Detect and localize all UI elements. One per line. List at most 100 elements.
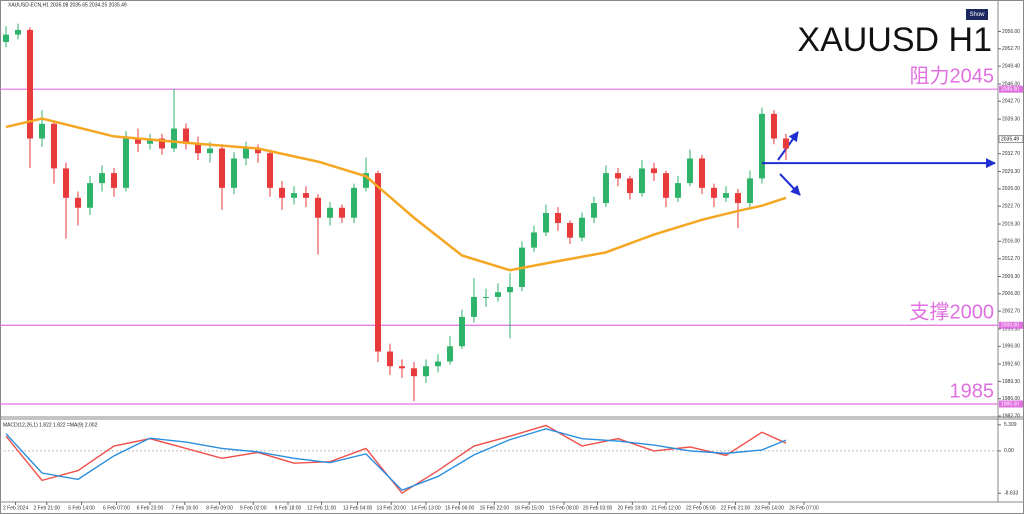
- candle-body: [242, 148, 249, 159]
- level-tag-bg: [999, 400, 1023, 408]
- candle-body: [194, 143, 201, 154]
- y-tick-label: 2056.00: [1002, 29, 1020, 35]
- candle-body: [74, 197, 81, 208]
- x-tick-label: 13 Feb 04:00: [343, 505, 373, 511]
- candle-body: [482, 296, 489, 298]
- x-tick-label: 6 Feb 23:00: [137, 505, 164, 511]
- candle-body: [146, 138, 153, 144]
- y-tick-label: 2026.00: [1002, 186, 1020, 192]
- candle-body: [26, 29, 33, 139]
- y-tick-label: 2019.30: [1002, 221, 1020, 227]
- y-tick-label: 1992.60: [1002, 361, 1020, 367]
- candle-body: [554, 213, 561, 223]
- x-tick-label: 2 Feb 21:00: [33, 505, 60, 511]
- candle-body: [698, 158, 705, 188]
- x-tick-label: 7 Feb 16:00: [171, 505, 198, 511]
- x-tick-label: 16 Feb 15:00: [514, 505, 544, 511]
- level-tag: 2000.00: [1001, 323, 1019, 329]
- candle-body: [50, 123, 57, 169]
- ma-line: [5, 117, 787, 272]
- candle-body: [758, 113, 765, 179]
- candle-body: [722, 193, 729, 198]
- x-tick-label: 20 Feb 19:00: [618, 505, 648, 511]
- x-tick-label: 23 Feb 14:00: [754, 505, 784, 511]
- x-tick-label: 13 Feb 20:00: [376, 505, 406, 511]
- candle-body: [206, 148, 213, 154]
- candle-body: [458, 316, 465, 347]
- x-tick-label: 14 Feb 13:00: [411, 505, 441, 511]
- candle-body: [506, 286, 513, 293]
- candle-body: [290, 193, 297, 198]
- level-tag-bg: [999, 321, 1023, 329]
- candle-body: [470, 296, 477, 317]
- x-tick-label: 6 Feb 07:00: [103, 505, 130, 511]
- candle-body: [350, 187, 357, 218]
- y-tick-label: 2029.30: [1002, 169, 1020, 175]
- y-tick-label: 1996.00: [1002, 344, 1020, 350]
- x-tick-label: 12 Feb 11:00: [307, 505, 336, 511]
- x-tick-label: 20 Feb 03:00: [583, 505, 613, 511]
- macd-label: MACD(12,26,1) 1.822 1.822 =MA(9) 2.002: [3, 422, 98, 428]
- candle-body: [86, 183, 93, 208]
- candle-body: [398, 366, 405, 369]
- x-tick-label: 8 Feb 09:00: [206, 505, 233, 511]
- candle-body: [686, 158, 693, 184]
- show-button[interactable]: Show: [966, 9, 988, 20]
- candle-body: [2, 34, 9, 42]
- candle-body: [410, 368, 417, 377]
- y-tick-label: 2046.00: [1002, 81, 1020, 87]
- candle-body: [14, 29, 21, 35]
- macd-y-tick-label: -8.633: [1004, 491, 1018, 497]
- candle-body: [782, 138, 789, 149]
- candle-body: [770, 113, 777, 139]
- candle-body: [230, 158, 237, 188]
- x-tick-label: 22 Feb 21:00: [721, 505, 751, 511]
- candle-body: [566, 222, 573, 238]
- x-tick-label: 2 Feb 2024: [3, 505, 29, 511]
- macd-y-tick-label: 0.00: [1004, 448, 1014, 454]
- y-tick-label: 2049.40: [1002, 63, 1020, 69]
- y-tick-label: 1986.00: [1002, 396, 1020, 402]
- candle-body: [302, 193, 309, 198]
- macd-line: [5, 424, 787, 495]
- candle-body: [422, 366, 429, 377]
- header: XAUUSD-ECN,H1 2035.08 2035.65 2034.25 20…: [8, 2, 127, 8]
- button-bg[interactable]: [966, 9, 988, 20]
- level-tag: 1985.00: [1001, 401, 1019, 407]
- candle-body: [374, 173, 381, 352]
- candle-body: [362, 173, 369, 188]
- candle-body: [638, 168, 645, 194]
- candle-body: [122, 138, 129, 188]
- candle-body: [98, 173, 105, 184]
- x-tick-label: 9 Feb 02:00: [240, 505, 267, 511]
- candle-body: [746, 178, 753, 204]
- candle-body: [134, 138, 141, 144]
- x-tick-label: 21 Feb 12:00: [651, 505, 681, 511]
- x-tick-label: 19 Feb 08:00: [549, 505, 579, 511]
- candle-body: [218, 148, 225, 188]
- candle-body: [170, 128, 177, 149]
- candle-body: [338, 207, 345, 218]
- y-tick-label: 2016.00: [1002, 239, 1020, 245]
- y-tick-label: 1999.30: [1002, 326, 1020, 332]
- candle-body: [626, 178, 633, 194]
- candle-body: [494, 292, 501, 297]
- candle-body: [590, 203, 597, 218]
- y-tick-label: 1989.30: [1002, 379, 1020, 385]
- candle-body: [278, 187, 285, 198]
- candle-body: [110, 173, 117, 188]
- y-tick-label: 2042.70: [1002, 99, 1020, 105]
- candle-body: [314, 197, 321, 218]
- y-tick-label: 2002.70: [1002, 308, 1020, 314]
- level-tag: 2045.00: [1001, 87, 1019, 93]
- candle-body: [434, 361, 441, 367]
- candle-body: [530, 232, 537, 248]
- level-label: 阻力2045: [910, 64, 995, 87]
- x-tick-label: 26 Feb 07:00: [789, 505, 819, 511]
- y-tick-label: 2052.70: [1002, 46, 1020, 52]
- button-label[interactable]: Show: [969, 12, 985, 18]
- x-tick-label: 15 Feb 22:00: [480, 505, 510, 511]
- down-arrow: [779, 173, 801, 196]
